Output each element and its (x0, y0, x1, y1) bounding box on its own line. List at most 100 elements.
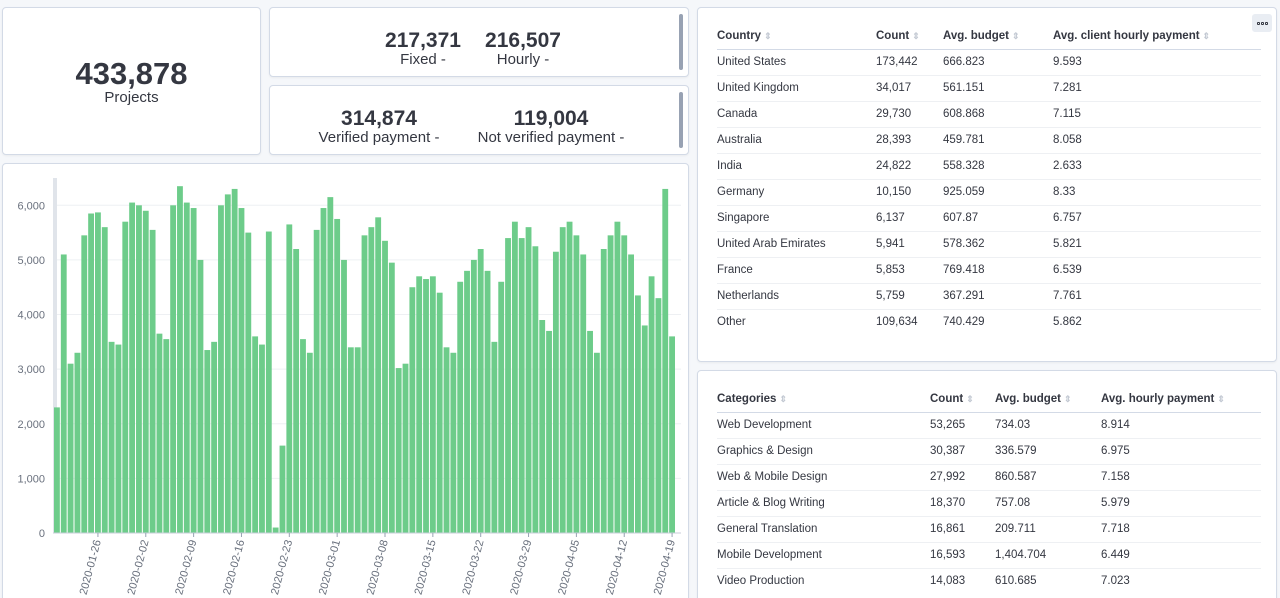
column-header[interactable]: Avg. budget ⇕ (943, 23, 1053, 50)
table-row[interactable]: Singapore 6,137 607.87 6.757 (717, 205, 1261, 232)
chart-bar (67, 363, 74, 533)
table-row[interactable]: Netherlands 5,759 367.291 7.761 (717, 283, 1261, 310)
x-tick-label: 2020-04-19 (652, 539, 678, 596)
column-header[interactable]: Categories ⇕ (717, 386, 930, 413)
sort-icon[interactable]: ⇕ (1012, 30, 1020, 41)
sort-icon[interactable]: ⇕ (779, 393, 787, 404)
chart-bar (402, 363, 409, 533)
y-tick-label: 4,000 (17, 310, 45, 322)
chart-bar (245, 232, 252, 533)
chart-bar (546, 330, 552, 533)
chart-bar (484, 270, 491, 533)
table-cell: 7.761 (1053, 283, 1261, 310)
scrollbar[interactable] (679, 92, 683, 148)
chart-bar (505, 238, 511, 534)
table-row[interactable]: General Translation 16,861 209.711 7.718 (717, 516, 1261, 543)
chart-bar (628, 254, 634, 533)
table-cell: 5.821 (1053, 231, 1261, 258)
x-tick-label: 2020-04-05 (556, 539, 582, 596)
chart-bar (593, 352, 600, 533)
chart-bar (416, 276, 423, 533)
chart-bar (614, 221, 621, 533)
table-cell: 34,017 (876, 75, 943, 102)
sort-icon[interactable]: ⇕ (912, 30, 920, 41)
x-tick-label: 2020-02-09 (173, 539, 199, 596)
table-cell: 9.593 (1053, 49, 1261, 76)
chart-bar (552, 251, 559, 533)
table-cell: United Kingdom (717, 75, 876, 102)
table-cell: 5,941 (876, 231, 943, 258)
table-row[interactable]: Other 109,634 740.429 5.862 (717, 309, 1261, 335)
chart-bar (54, 407, 60, 533)
table-cell: 740.429 (943, 316, 985, 329)
table-row[interactable]: Germany 10,150 925.059 8.33 (717, 179, 1261, 206)
table-row[interactable]: Australia 28,393 459.781 8.058 (717, 127, 1261, 154)
column-header[interactable]: Country ⇕ (717, 23, 876, 50)
column-header[interactable]: Avg. budget ⇕ (995, 386, 1101, 413)
table-cell: 24,822 (876, 153, 943, 180)
table-row[interactable]: United Arab Emirates 5,941 578.362 5.821 (717, 231, 1261, 258)
scrollbar[interactable] (679, 14, 683, 70)
table-cell: Australia (717, 127, 876, 154)
sort-icon[interactable]: ⇕ (1202, 30, 1211, 41)
chart-bar (293, 249, 300, 533)
fixed-label[interactable]: Fixed - (400, 51, 446, 68)
table-row[interactable]: Article & Blog Writing 18,370 757.08 5.979 (717, 490, 1261, 517)
chart-bar (211, 341, 218, 533)
sort-icon[interactable]: ⇕ (764, 30, 772, 41)
column-header[interactable]: Count ⇕ (876, 23, 943, 50)
x-tick-label: 2020-03-01 (317, 539, 343, 596)
verified-label[interactable]: Verified payment - (318, 129, 440, 146)
chart-bar (559, 227, 566, 533)
table-row[interactable]: United States 173,442 666.823 9.593 (717, 49, 1261, 76)
chart-bar (641, 325, 648, 533)
chart-bar (423, 279, 429, 533)
table-cell: United States (717, 49, 876, 76)
column-header[interactable]: Count ⇕ (930, 386, 995, 413)
table-cell: 109,634 (876, 316, 918, 329)
sort-icon[interactable]: ⇕ (966, 393, 974, 404)
sort-icon[interactable]: ⇕ (1217, 393, 1225, 404)
table-row[interactable]: France 5,853 769.418 6.539 (717, 257, 1261, 284)
table-cell: 18,370 (930, 490, 995, 517)
table-cell: 1,404.704 (995, 542, 1101, 569)
table-cell: Video Production (717, 575, 805, 588)
chart-bar (655, 298, 662, 533)
chart-bar (218, 205, 224, 534)
chart-bar (368, 227, 375, 533)
table-row[interactable]: Web Development 53,265 734.03 8.914 (717, 412, 1261, 439)
not-verified-label[interactable]: Not verified payment - (477, 129, 625, 146)
table-row[interactable]: Graphics & Design 30,387 336.579 6.975 (717, 438, 1261, 465)
table-cell: 734.03 (995, 412, 1101, 439)
table-cell: 173,442 (876, 49, 943, 76)
chart-bar (81, 235, 88, 533)
table-row[interactable]: Video Production 14,083 610.685 7.023 (717, 568, 1261, 594)
projects-over-time-chart-panel: 0 1,000 2,000 3,000 4,000 5,000 6,000 2020-01-2… (2, 163, 689, 598)
table-row[interactable]: Web & Mobile Design 27,992 860.587 7.158 (717, 464, 1261, 491)
column-header-label: Count (930, 392, 964, 405)
table-cell: 608.868 (943, 101, 1053, 128)
chart-bar (95, 212, 101, 533)
column-header[interactable]: Avg. hourly payment ⇕ (1101, 386, 1261, 413)
table-cell: Other (717, 316, 746, 329)
chart-bar (265, 231, 272, 533)
chart-bar (621, 235, 628, 533)
table-row[interactable]: Mobile Development 16,593 1,404.704 6.449 (717, 542, 1261, 569)
chart-bar (443, 347, 450, 533)
table-row[interactable]: Canada 29,730 608.868 7.115 (717, 101, 1261, 128)
chart-bar (327, 197, 334, 533)
sort-icon[interactable]: ⇕ (1064, 393, 1072, 404)
chart-bar (354, 347, 361, 533)
table-row[interactable]: United Kingdom 34,017 561.151 7.281 (717, 75, 1261, 102)
projects-histogram: 0 1,000 2,000 3,000 4,000 5,000 6,000 2020-01-2… (17, 178, 681, 596)
table-cell: United Arab Emirates (717, 231, 876, 258)
chart-bar (320, 208, 327, 533)
chart-bar (129, 202, 136, 534)
table-row[interactable]: India 24,822 558.328 2.633 (717, 153, 1261, 180)
category-table: Categories ⇕ Count ⇕ Avg. budget ⇕ Avg. hourly… (717, 386, 1261, 594)
x-tick-label: 2020-03-08 (365, 539, 391, 596)
column-header[interactable]: Avg. client hourly payment ⇕ (1053, 23, 1261, 50)
table-cell: Mobile Development (717, 542, 930, 569)
chart-bar (108, 341, 115, 533)
hourly-label[interactable]: Hourly - (496, 51, 550, 68)
